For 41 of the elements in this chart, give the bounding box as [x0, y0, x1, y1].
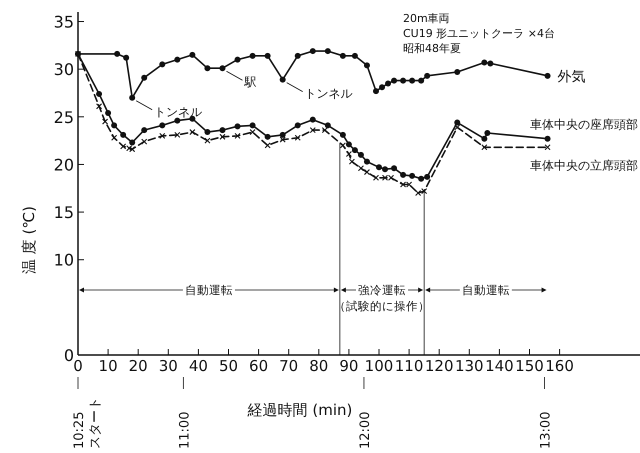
x-tick-label: 50 — [218, 357, 238, 375]
x-tick-label: 10 — [98, 357, 118, 375]
x-tick-label: 110 — [394, 357, 424, 375]
annotation: 昭和48年夏 — [403, 42, 461, 55]
x-tick-label: 90 — [339, 357, 358, 375]
annotation: 駅 — [243, 75, 256, 90]
y-tick-label: 30 — [54, 60, 74, 80]
chart-title: 20m車両 — [403, 12, 450, 25]
y-tick-label: 25 — [54, 108, 74, 127]
x-tick-label: 60 — [249, 357, 268, 375]
annotation: 自動運転 — [462, 283, 510, 297]
x-tick-label: 140 — [485, 357, 514, 375]
x-tick-label: 20 — [128, 357, 148, 375]
x-axis-title: 経過時間 (min) — [246, 401, 352, 419]
y-axis-title: 温 度 (℃) — [20, 206, 38, 274]
x-tick-label: 130 — [454, 357, 484, 375]
annotation: 強冷運転（試験的に操作） — [334, 283, 430, 313]
x-tick-label: 30 — [158, 357, 178, 375]
y-tick-label: 15 — [54, 203, 74, 222]
x-tick-label: 40 — [188, 357, 208, 375]
annotation: 自動運転 — [184, 283, 233, 297]
y-tick-label: 35 — [54, 12, 74, 32]
annotation: トンネル — [154, 104, 202, 119]
y-tick-label: 20 — [54, 155, 74, 174]
text: CU19 形ユニットクーラ ×4台 — [403, 27, 555, 40]
series-label: 車体中央の立席頭部 — [530, 158, 638, 172]
x2-tick-label: 10:25 — [72, 412, 87, 449]
y-tick-label: 10 — [54, 250, 74, 270]
text: スタート — [88, 397, 103, 449]
annotation: トンネル — [304, 86, 353, 101]
series-label: 外気 — [558, 68, 586, 85]
series-label: 車体中央の座席頭部 — [530, 118, 638, 132]
x-tick-label: 150 — [515, 357, 544, 375]
x-tick-label: 70 — [279, 357, 298, 375]
x-tick-label: 80 — [309, 357, 328, 375]
x2-tick-label: 12:00 — [358, 412, 373, 449]
x-tick-label: 100 — [364, 357, 394, 375]
x-tick-label: 120 — [424, 357, 454, 375]
x2-tick-label: 13:00 — [538, 412, 554, 449]
x-tick-label: 160 — [545, 357, 574, 375]
x2-tick-label: 11:00 — [177, 412, 192, 449]
